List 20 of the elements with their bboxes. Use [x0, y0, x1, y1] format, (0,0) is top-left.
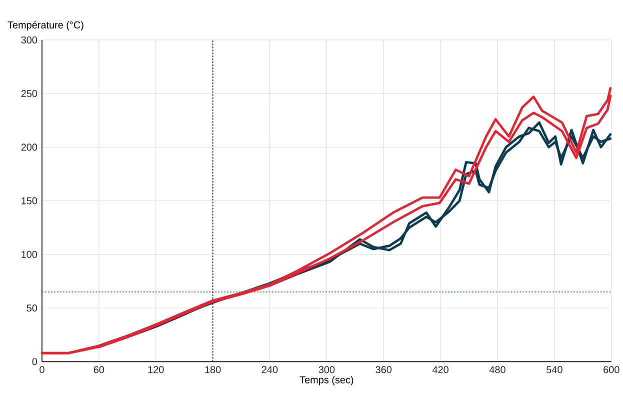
x-axis-title: Temps (sec)	[300, 376, 354, 386]
x-tick-label: 540	[546, 366, 562, 374]
x-tick-label: 240	[262, 366, 278, 374]
y-tick-label: 200	[21, 144, 38, 151]
x-tick-label: 180	[205, 366, 221, 374]
y-tick-label: 150	[22, 197, 38, 205]
y-axis-title: Température (°C)	[8, 21, 84, 31]
y-tick-label: 300	[21, 36, 38, 44]
y-tick-label: 50	[26, 304, 38, 312]
y-tick-label: 250	[21, 90, 38, 98]
x-tick-label: 600	[604, 366, 620, 374]
x-tick-label: 480	[489, 366, 506, 374]
y-tick-label: 100	[22, 251, 38, 258]
y-tick-label: 0	[32, 358, 38, 366]
x-tick-label: 360	[376, 366, 392, 374]
x-tick-label: 120	[148, 366, 164, 374]
x-tick-label: 420	[432, 366, 448, 374]
x-tick-label: 60	[94, 366, 104, 374]
x-tick-label: 300	[318, 366, 335, 374]
x-tick-label: 0	[40, 366, 44, 374]
